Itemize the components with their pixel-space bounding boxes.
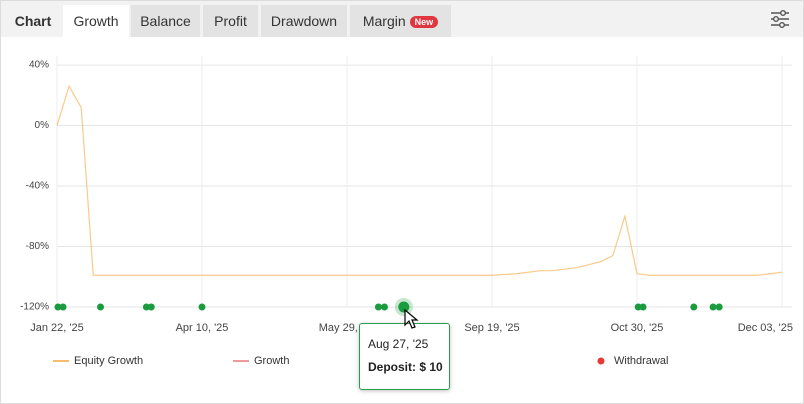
x-tick-label: Oct 30, '25 <box>611 322 664 334</box>
tooltip-date: Aug 27, '25 <box>368 337 429 351</box>
tab[interactable]: Growth <box>63 5 129 37</box>
legend-label: Withdrawal <box>614 355 668 367</box>
y-tick-label: -40% <box>26 181 49 192</box>
badge: New <box>409 16 439 28</box>
tab[interactable]: Drawdown <box>261 5 347 37</box>
legend-label: Growth <box>254 355 289 367</box>
tab[interactable]: Profit <box>203 5 258 37</box>
y-tick-label: 0% <box>35 120 50 131</box>
deposit-dot <box>198 303 206 311</box>
tab-bar: Chart Growth Balance Profit Drawdown Mar… <box>1 1 803 37</box>
tooltip-text: Deposit: $ 10 <box>368 360 443 374</box>
deposit-dot <box>142 303 150 311</box>
deposit-dot <box>147 303 155 311</box>
deposit-dot <box>709 303 717 311</box>
deposit-dot <box>54 303 62 311</box>
legend-swatch <box>597 357 605 365</box>
deposit-dot <box>398 301 410 313</box>
deposit-dot <box>690 303 698 311</box>
tooltip: Aug 27, '25 Deposit: $ 10 <box>359 323 450 390</box>
tab[interactable]: Chart <box>14 13 52 29</box>
tab[interactable]: Balance <box>131 5 200 37</box>
x-tick-label: Apr 10, '25 <box>176 322 229 334</box>
deposit-dot <box>715 303 723 311</box>
deposit-dot <box>374 303 382 311</box>
tab[interactable]: Margin New <box>350 5 451 37</box>
settings-icon[interactable] <box>769 9 791 29</box>
tab-label: Margin <box>362 13 406 29</box>
y-tick-label: -120% <box>20 302 49 313</box>
x-tick-label: Jan 22, '25 <box>30 322 83 334</box>
deposit-dot <box>634 303 642 311</box>
x-tick-label: Dec 03, '25 <box>738 322 793 334</box>
equity-line <box>56 84 783 276</box>
x-tick-label: Sep 19, '25 <box>464 322 519 334</box>
deposit-dot <box>59 303 67 311</box>
y-tick-label: 40% <box>29 60 49 71</box>
y-tick-label: -80% <box>26 241 49 252</box>
deposit-dot <box>639 303 647 311</box>
legend-label: Equity Growth <box>74 355 143 367</box>
deposit-dot <box>97 303 104 311</box>
cursor <box>404 309 419 329</box>
deposit-dot <box>380 303 388 311</box>
